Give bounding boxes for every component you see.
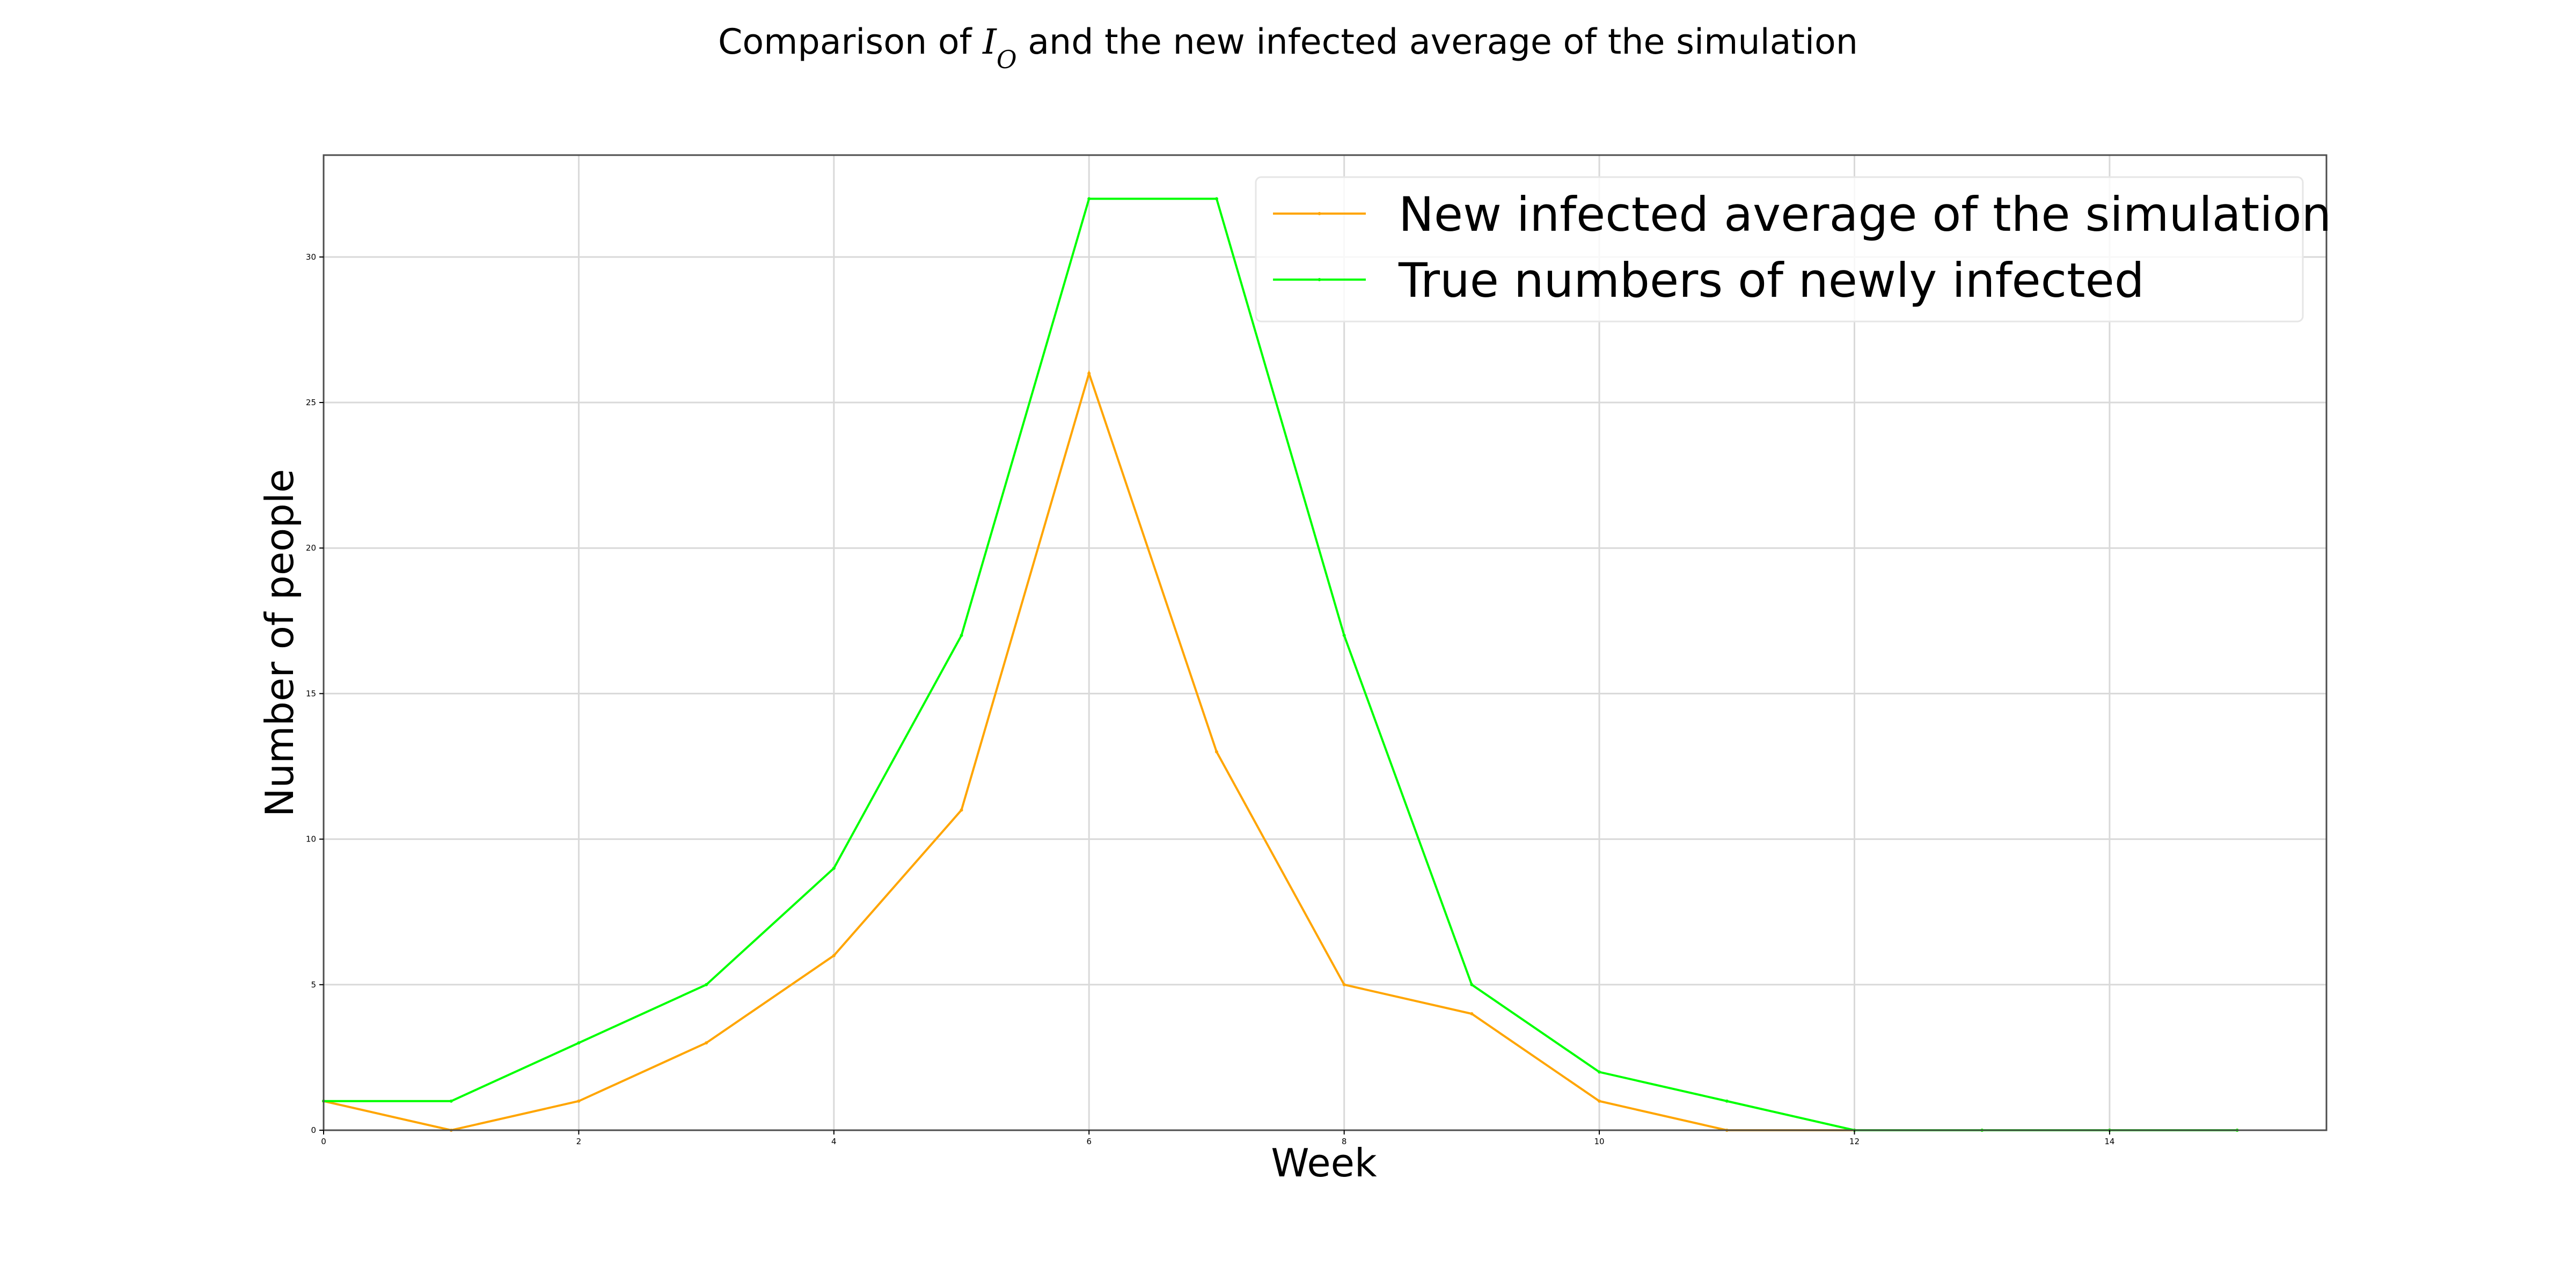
chart-title-math-symbol: I — [982, 22, 997, 62]
data-point — [1598, 1099, 1601, 1103]
data-point — [449, 1099, 453, 1103]
series-lines — [322, 197, 2239, 1132]
x-tick-label: 2 — [576, 1137, 582, 1146]
plot-area — [323, 154, 2328, 1131]
data-point — [1087, 197, 1091, 201]
data-point — [577, 1041, 581, 1045]
data-point — [1598, 1070, 1601, 1074]
y-tick-label: 25 — [306, 398, 316, 407]
data-point — [1470, 1012, 1474, 1016]
x-tick-label: 6 — [1086, 1137, 1092, 1146]
y-tick-label: 5 — [311, 980, 316, 990]
y-tick-label: 0 — [311, 1125, 316, 1135]
x-tick-label: 12 — [1849, 1137, 1860, 1146]
y-tick-label: 10 — [306, 835, 316, 844]
chart-title-suffix: and the new infected average of the simu… — [1017, 22, 1858, 62]
data-point — [1214, 197, 1218, 201]
x-tick-label: 4 — [831, 1137, 837, 1146]
data-point — [960, 808, 963, 812]
series-line-1 — [324, 197, 2237, 1131]
chart-title-prefix: Comparison of — [718, 22, 983, 62]
data-point — [1214, 750, 1218, 753]
legend-label-true-numbers: True numbers of newly infected — [1398, 253, 2145, 308]
data-point — [1342, 633, 1346, 637]
data-point — [1087, 371, 1091, 375]
y-axis-label: Number of people — [257, 469, 302, 817]
legend-marker — [1318, 212, 1321, 215]
x-tick-label: 10 — [1594, 1137, 1605, 1146]
legend: New infected average of the simulation T… — [1255, 176, 2331, 323]
legend-marker — [1318, 278, 1321, 281]
y-tick-label: 15 — [306, 689, 316, 698]
x-axis-label: Week — [1271, 1140, 1377, 1185]
data-point — [705, 983, 708, 986]
chart-title-math-subscript: O — [997, 45, 1017, 74]
y-tick-label: 20 — [306, 543, 316, 553]
chart-title: Comparison of IO and the new infected av… — [718, 22, 1858, 74]
series-line-0 — [323, 370, 2237, 1132]
data-point — [1725, 1099, 1729, 1103]
data-point — [1342, 983, 1346, 986]
axis-ticks: 0 2 4 6 8 10 12 14 0 5 10 15 20 25 30 — [306, 252, 2115, 1146]
data-point — [1470, 983, 1474, 986]
x-tick-label: 8 — [1342, 1137, 1347, 1146]
legend-label-simulation: New infected average of the simulation — [1399, 187, 2331, 242]
legend-box — [1255, 176, 2304, 323]
data-point — [960, 633, 963, 637]
data-point — [832, 954, 836, 957]
data-point — [705, 1041, 708, 1045]
data-point — [577, 1099, 581, 1103]
x-tick-label: 0 — [321, 1137, 326, 1146]
data-point — [832, 866, 836, 870]
y-tick-label: 30 — [306, 252, 316, 262]
x-tick-label: 14 — [2104, 1137, 2114, 1146]
